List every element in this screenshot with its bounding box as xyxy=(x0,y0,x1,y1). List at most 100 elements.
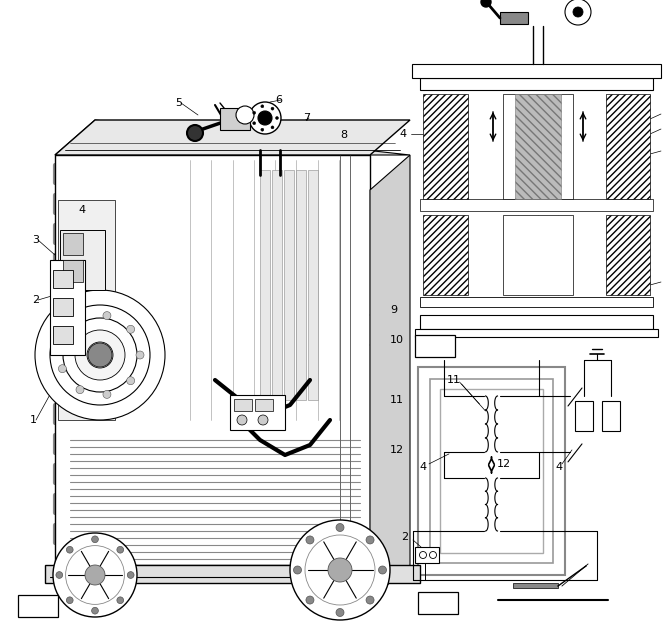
Circle shape xyxy=(305,535,375,605)
Bar xyxy=(284,170,294,400)
Bar xyxy=(296,170,306,400)
Text: в: в xyxy=(434,597,442,610)
Bar xyxy=(415,547,439,563)
Circle shape xyxy=(271,126,274,129)
Circle shape xyxy=(92,536,98,543)
Text: 11: 11 xyxy=(663,144,664,154)
Bar xyxy=(55,155,370,565)
Bar xyxy=(272,170,282,400)
Circle shape xyxy=(136,351,144,359)
Bar xyxy=(308,170,318,400)
Circle shape xyxy=(187,125,203,141)
Circle shape xyxy=(35,290,165,420)
Text: 11: 11 xyxy=(390,395,404,405)
Bar xyxy=(500,12,528,24)
Bar xyxy=(50,260,85,355)
Text: 11: 11 xyxy=(446,375,461,385)
Text: 10: 10 xyxy=(390,335,404,345)
Circle shape xyxy=(366,596,374,604)
Circle shape xyxy=(565,0,591,25)
Bar xyxy=(420,78,653,90)
Circle shape xyxy=(420,552,426,558)
Text: 9: 9 xyxy=(663,124,664,134)
Circle shape xyxy=(58,365,66,372)
Polygon shape xyxy=(55,120,410,155)
Circle shape xyxy=(50,305,150,405)
Circle shape xyxy=(127,377,135,385)
Bar xyxy=(503,215,573,295)
Bar xyxy=(420,199,653,211)
Text: 4: 4 xyxy=(555,462,562,472)
Text: 6: 6 xyxy=(275,95,282,105)
Bar xyxy=(53,270,73,288)
Text: 4: 4 xyxy=(663,109,664,119)
Bar xyxy=(60,230,105,290)
Bar xyxy=(423,94,468,199)
Text: 12: 12 xyxy=(497,459,511,469)
Bar xyxy=(18,595,58,617)
Text: 12: 12 xyxy=(390,445,404,455)
Text: 2: 2 xyxy=(32,295,39,305)
Circle shape xyxy=(127,572,134,578)
Circle shape xyxy=(290,520,390,620)
Bar xyxy=(415,335,455,357)
Text: 1: 1 xyxy=(30,415,37,425)
Circle shape xyxy=(66,546,124,604)
Bar xyxy=(53,298,73,316)
Bar xyxy=(230,395,285,430)
Circle shape xyxy=(66,546,73,553)
Circle shape xyxy=(103,391,111,398)
Text: 2: 2 xyxy=(401,532,408,542)
Bar xyxy=(606,94,650,199)
Polygon shape xyxy=(370,155,410,600)
Bar xyxy=(513,583,558,588)
Circle shape xyxy=(253,111,256,115)
Bar xyxy=(515,94,561,199)
Text: б: б xyxy=(431,339,439,352)
Bar xyxy=(420,297,653,307)
Circle shape xyxy=(56,572,62,578)
Circle shape xyxy=(237,415,247,425)
Bar xyxy=(418,592,458,614)
Circle shape xyxy=(328,558,352,582)
Circle shape xyxy=(90,570,100,580)
Text: а: а xyxy=(34,600,42,612)
Bar xyxy=(234,399,252,411)
Bar xyxy=(53,326,73,344)
Circle shape xyxy=(87,342,113,368)
Text: 3: 3 xyxy=(32,235,39,245)
Circle shape xyxy=(236,106,254,124)
Circle shape xyxy=(261,128,264,131)
Circle shape xyxy=(253,121,256,125)
Polygon shape xyxy=(55,120,410,155)
Circle shape xyxy=(249,102,281,134)
Text: 4: 4 xyxy=(419,462,426,472)
Circle shape xyxy=(58,337,66,346)
Text: 4: 4 xyxy=(78,205,85,215)
Circle shape xyxy=(103,312,111,320)
Circle shape xyxy=(258,111,272,125)
Text: 9: 9 xyxy=(390,305,397,315)
Circle shape xyxy=(76,386,84,394)
Text: 4: 4 xyxy=(400,129,407,139)
Bar xyxy=(63,233,83,255)
Circle shape xyxy=(127,326,135,333)
Bar xyxy=(63,260,83,282)
Polygon shape xyxy=(58,200,115,420)
Circle shape xyxy=(63,318,137,392)
Text: 12: 12 xyxy=(663,275,664,285)
Circle shape xyxy=(573,7,583,17)
Circle shape xyxy=(92,607,98,614)
Bar xyxy=(412,64,661,78)
Bar xyxy=(415,329,658,337)
Bar xyxy=(602,401,620,431)
Bar xyxy=(420,315,653,329)
Bar xyxy=(255,399,273,411)
Bar xyxy=(418,367,565,575)
Circle shape xyxy=(261,105,264,108)
Circle shape xyxy=(481,0,491,7)
Circle shape xyxy=(75,330,125,380)
Circle shape xyxy=(336,523,344,531)
Bar xyxy=(220,108,250,130)
Bar xyxy=(440,389,543,553)
